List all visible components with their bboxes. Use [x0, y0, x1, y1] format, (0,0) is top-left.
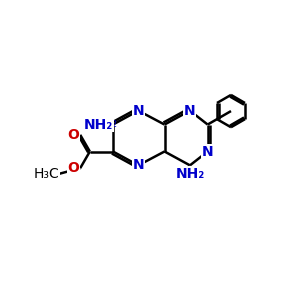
Text: N: N [184, 104, 196, 118]
Text: N: N [133, 158, 144, 172]
Text: H₃C: H₃C [34, 167, 59, 181]
Text: $_2$: $_2$ [111, 118, 118, 131]
Text: N: N [202, 145, 214, 158]
Text: N: N [133, 104, 144, 118]
Text: NH: NH [87, 118, 111, 131]
Text: O: O [68, 161, 80, 175]
Text: NH₂: NH₂ [84, 118, 113, 131]
Text: O: O [68, 128, 80, 142]
Text: NH₂: NH₂ [175, 167, 205, 181]
